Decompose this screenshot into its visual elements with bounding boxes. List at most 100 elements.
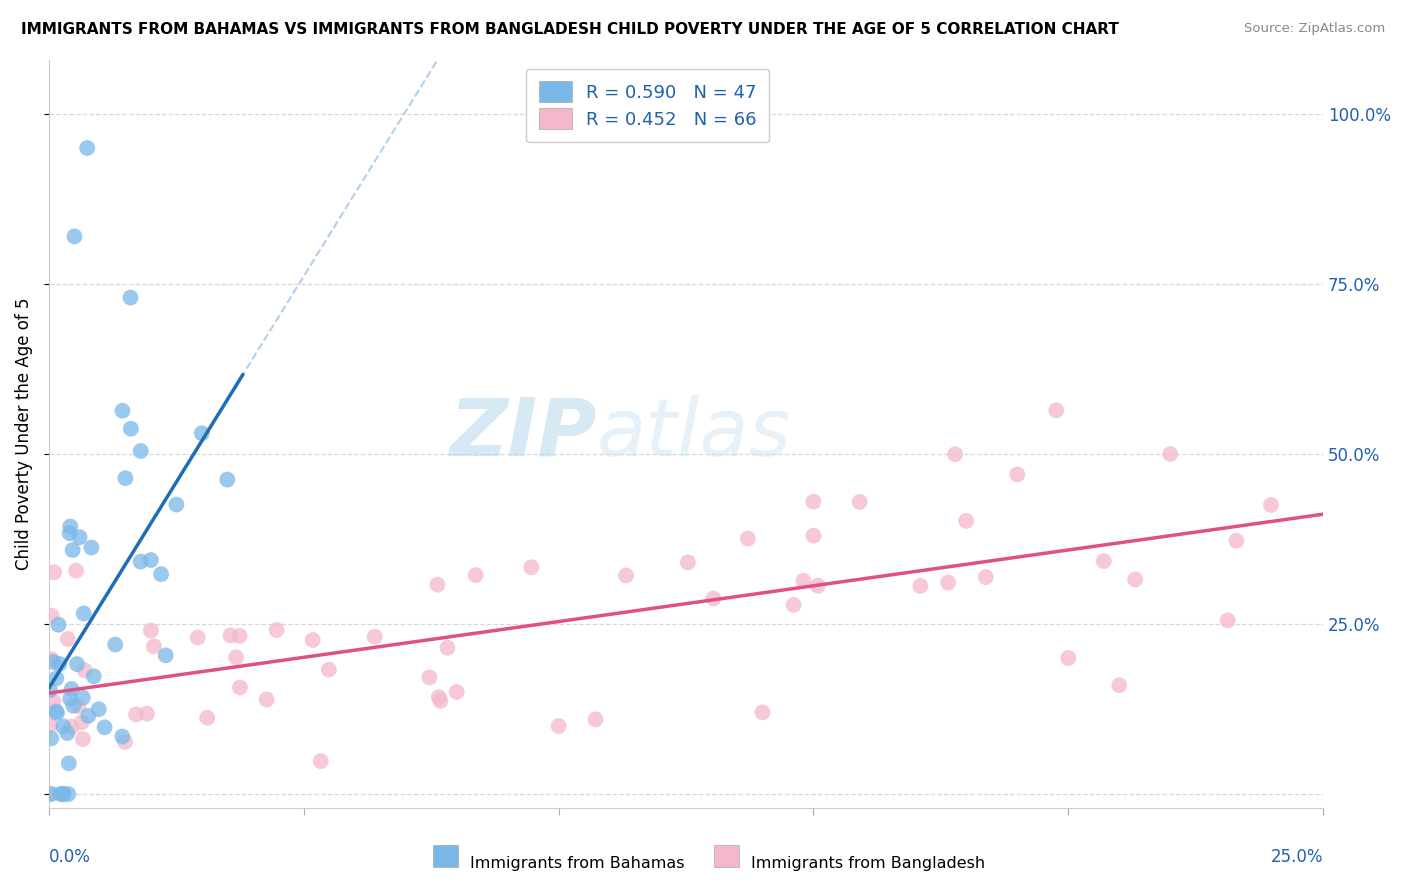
- Point: [39, 731, 62, 746]
- Point: [187, 631, 209, 645]
- Point: [792, 574, 814, 588]
- Point: [66, 657, 89, 672]
- Point: [547, 719, 569, 733]
- Text: 0.0%: 0.0%: [49, 847, 91, 866]
- Point: [139, 553, 162, 567]
- Point: [266, 623, 288, 637]
- Point: [62, 698, 84, 713]
- Point: [1123, 573, 1146, 587]
- Point: [195, 711, 218, 725]
- Point: [751, 706, 773, 720]
- Point: [702, 591, 724, 606]
- Point: [229, 681, 252, 695]
- Point: [142, 640, 165, 654]
- Point: [41, 608, 63, 623]
- Point: [52, 719, 75, 733]
- Point: [63, 229, 86, 244]
- Point: [80, 541, 103, 555]
- Point: [1108, 678, 1130, 692]
- Point: [76, 141, 98, 155]
- Point: [73, 607, 96, 621]
- Text: ZIP: ZIP: [450, 394, 598, 473]
- Point: [39, 718, 62, 732]
- Point: [803, 528, 825, 542]
- Point: [62, 543, 84, 558]
- Point: [59, 691, 82, 706]
- Point: [58, 756, 80, 771]
- Point: [446, 685, 468, 699]
- Point: [807, 579, 830, 593]
- Point: [309, 754, 332, 768]
- Point: [165, 498, 187, 512]
- Point: [803, 494, 825, 508]
- Point: [114, 471, 136, 485]
- Point: [139, 624, 162, 638]
- Point: [77, 709, 100, 723]
- Point: [955, 514, 977, 528]
- Point: [120, 422, 142, 436]
- Point: [910, 579, 932, 593]
- Point: [301, 632, 323, 647]
- Point: [72, 732, 94, 747]
- Point: [104, 638, 127, 652]
- Point: [585, 713, 607, 727]
- Point: [52, 787, 75, 801]
- Point: [1225, 533, 1247, 548]
- Point: [114, 735, 136, 749]
- Point: [150, 567, 173, 582]
- Point: [39, 787, 62, 801]
- Text: Source: ZipAtlas.com: Source: ZipAtlas.com: [1244, 22, 1385, 36]
- Point: [39, 683, 62, 698]
- Point: [42, 694, 65, 708]
- Point: [52, 787, 75, 801]
- Point: [1092, 554, 1115, 568]
- Point: [1260, 498, 1282, 512]
- Point: [73, 664, 96, 678]
- Point: [364, 630, 387, 644]
- Point: [59, 526, 82, 541]
- Point: [65, 564, 87, 578]
- Point: [48, 657, 70, 671]
- Point: [45, 705, 67, 719]
- Point: [974, 570, 997, 584]
- Point: [60, 681, 83, 696]
- Text: atlas: atlas: [598, 394, 792, 473]
- Point: [1045, 403, 1067, 417]
- Point: [436, 640, 458, 655]
- Point: [1007, 467, 1029, 482]
- Point: [48, 617, 70, 632]
- Point: [427, 690, 450, 705]
- Point: [464, 568, 486, 582]
- Point: [1216, 613, 1239, 627]
- Point: [60, 720, 83, 734]
- Point: [418, 670, 440, 684]
- Point: [219, 628, 242, 642]
- Point: [191, 426, 214, 441]
- Point: [41, 652, 63, 666]
- Text: 25.0%: 25.0%: [1271, 847, 1323, 866]
- Point: [67, 699, 90, 714]
- Point: [111, 730, 134, 744]
- Point: [936, 575, 959, 590]
- Point: [256, 692, 278, 706]
- Point: [69, 530, 91, 544]
- Point: [45, 671, 67, 685]
- Point: [39, 787, 62, 801]
- Text: IMMIGRANTS FROM BAHAMAS VS IMMIGRANTS FROM BANGLADESH CHILD POVERTY UNDER THE AG: IMMIGRANTS FROM BAHAMAS VS IMMIGRANTS FR…: [21, 22, 1119, 37]
- Point: [83, 669, 105, 683]
- Text: Immigrants from Bahamas: Immigrants from Bahamas: [470, 855, 685, 871]
- Point: [111, 403, 134, 417]
- Point: [155, 648, 177, 663]
- Point: [782, 598, 804, 612]
- Y-axis label: Child Poverty Under the Age of 5: Child Poverty Under the Age of 5: [15, 297, 32, 570]
- Point: [426, 577, 449, 591]
- Point: [46, 706, 69, 720]
- Point: [72, 690, 94, 705]
- Point: [1057, 651, 1080, 665]
- Point: [429, 694, 451, 708]
- Point: [58, 787, 80, 801]
- Point: [56, 726, 79, 740]
- Point: [848, 495, 870, 509]
- Point: [943, 447, 966, 461]
- Point: [129, 444, 152, 458]
